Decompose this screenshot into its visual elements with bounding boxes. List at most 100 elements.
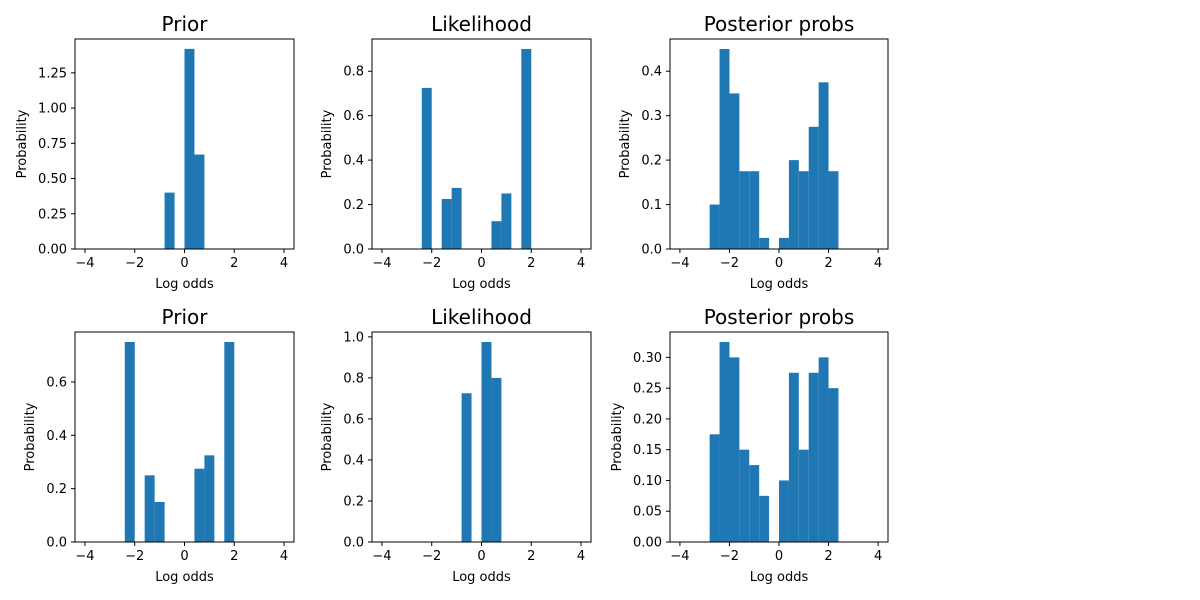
histogram-bar <box>798 449 809 542</box>
histogram-bar <box>421 87 432 249</box>
histogram-bar <box>749 171 760 249</box>
histogram-bar <box>709 204 720 249</box>
subplot-1: −4 −2 0 2 4 0.00 0.25 0.50 0.75 1.00 1.25 Prior Log … <box>15 12 295 292</box>
x-tick-label: −2 <box>720 256 739 271</box>
y-tick-label: 1.00 <box>38 102 67 117</box>
histogram-bar <box>709 434 720 542</box>
y-tick-label: 0.8 <box>343 65 364 80</box>
y-axis-label: Probability <box>320 402 335 471</box>
x-tick-label: 0 <box>180 256 188 271</box>
x-tick-label: −4 <box>75 549 94 564</box>
histogram-bar <box>788 160 799 249</box>
y-tick-label: 0.0 <box>343 243 364 258</box>
y-tick-label: 0.15 <box>633 443 662 458</box>
y-tick-label: 0.6 <box>343 109 364 124</box>
histogram-bar <box>759 237 770 249</box>
x-tick-label: 2 <box>824 549 832 564</box>
y-tick-label: 0.1 <box>641 198 662 213</box>
y-tick-label: 0.3 <box>641 109 662 124</box>
x-tick-label: 4 <box>280 549 288 564</box>
x-tick-label: 2 <box>527 256 535 271</box>
x-tick-label: −4 <box>670 549 689 564</box>
histogram-bar <box>788 372 799 542</box>
panel-title: Posterior probs <box>704 12 855 36</box>
x-tick-label: 4 <box>280 256 288 271</box>
y-tick-label: 1.25 <box>38 66 67 81</box>
x-tick-label: −4 <box>75 256 94 271</box>
y-tick-label: 0.25 <box>38 207 67 222</box>
x-tick-label: 2 <box>230 256 238 271</box>
y-tick-label: 0.2 <box>343 494 364 509</box>
axes-frame <box>74 331 295 543</box>
x-tick-label: 4 <box>577 549 585 564</box>
x-axis-label: Log odds <box>452 570 511 585</box>
y-tick-label: 0.8 <box>343 371 364 386</box>
x-tick-label: 0 <box>775 256 783 271</box>
histogram-bar <box>719 49 730 249</box>
x-tick-label: 2 <box>824 256 832 271</box>
histogram-bar <box>481 342 492 542</box>
panel-title: Likelihood <box>431 305 532 329</box>
histogram-bar <box>818 82 829 249</box>
histogram-bar <box>818 357 829 542</box>
histogram-bar <box>808 372 819 542</box>
histogram-bar <box>798 171 809 249</box>
y-tick-label: 0.4 <box>343 453 364 468</box>
histogram-bar <box>779 237 789 249</box>
histogram-bar <box>828 388 839 542</box>
x-axis-label: Log odds <box>750 570 809 585</box>
histogram-bar <box>719 342 730 542</box>
y-tick-label: 0.0 <box>641 243 662 258</box>
histogram-bar <box>461 393 472 542</box>
y-tick-label: 0.10 <box>633 474 662 489</box>
histogram-bar <box>204 455 215 542</box>
panel-title: Prior <box>162 305 209 329</box>
subplot-4: −4 −2 0 2 4 0.0 0.2 0.4 0.6 Prior Log odds Probabil… <box>23 305 295 585</box>
x-axis-label: Log odds <box>155 277 214 292</box>
histogram-bar <box>739 171 750 249</box>
histogram-bar <box>154 502 165 542</box>
y-axis-label: Probability <box>610 402 625 471</box>
y-tick-label: 0.2 <box>46 482 67 497</box>
y-axis-label: Probability <box>23 402 38 471</box>
histogram-bar <box>184 48 195 250</box>
y-tick-label: 1.0 <box>343 330 364 345</box>
x-tick-label: 2 <box>527 549 535 564</box>
histogram-bar <box>451 187 462 249</box>
y-tick-label: 0.6 <box>343 412 364 427</box>
subplot-2: −4 −2 0 2 4 0.0 0.2 0.4 0.6 0.8 Likelihood Log odds… <box>320 12 592 292</box>
x-axis-label: Log odds <box>750 277 809 292</box>
subplot-5: −4 −2 0 2 4 0.0 0.2 0.4 0.6 0.8 1.0 Likelihood Log o… <box>320 305 592 585</box>
y-tick-label: 0.20 <box>633 412 662 427</box>
y-tick-label: 0.00 <box>633 536 662 551</box>
x-tick-label: 4 <box>874 549 882 564</box>
y-axis-label: Probability <box>618 109 633 178</box>
histogram-bar <box>224 342 235 542</box>
histogram-bar <box>759 495 770 542</box>
x-tick-label: −4 <box>372 256 391 271</box>
y-tick-label: 0.2 <box>343 198 364 213</box>
histogram-bar <box>501 193 512 249</box>
y-axis-label: Probability <box>15 109 30 178</box>
histogram-bar <box>779 480 789 542</box>
histogram-bar <box>808 126 819 249</box>
subplot-3: −4 −2 0 2 4 0.0 0.1 0.2 0.3 0.4 Posterior probs Log… <box>618 12 889 292</box>
panel-title: Posterior probs <box>704 305 855 329</box>
x-tick-label: −4 <box>670 256 689 271</box>
axes-frame <box>371 38 592 250</box>
y-tick-label: 0.05 <box>633 505 662 520</box>
histogram-bar <box>194 154 205 249</box>
histogram-bar <box>828 171 839 249</box>
x-tick-label: 0 <box>477 256 485 271</box>
axes-frame <box>669 38 889 250</box>
y-tick-label: 0.0 <box>343 536 364 551</box>
histogram-bar <box>491 221 502 249</box>
histogram-bar <box>441 199 452 249</box>
histogram-bar <box>124 342 135 542</box>
x-tick-label: −2 <box>125 549 144 564</box>
x-tick-label: 0 <box>180 549 188 564</box>
y-tick-label: 0.4 <box>343 154 364 169</box>
x-tick-label: −2 <box>720 549 739 564</box>
histogram-bar <box>521 49 532 249</box>
panel-title: Likelihood <box>431 12 532 36</box>
